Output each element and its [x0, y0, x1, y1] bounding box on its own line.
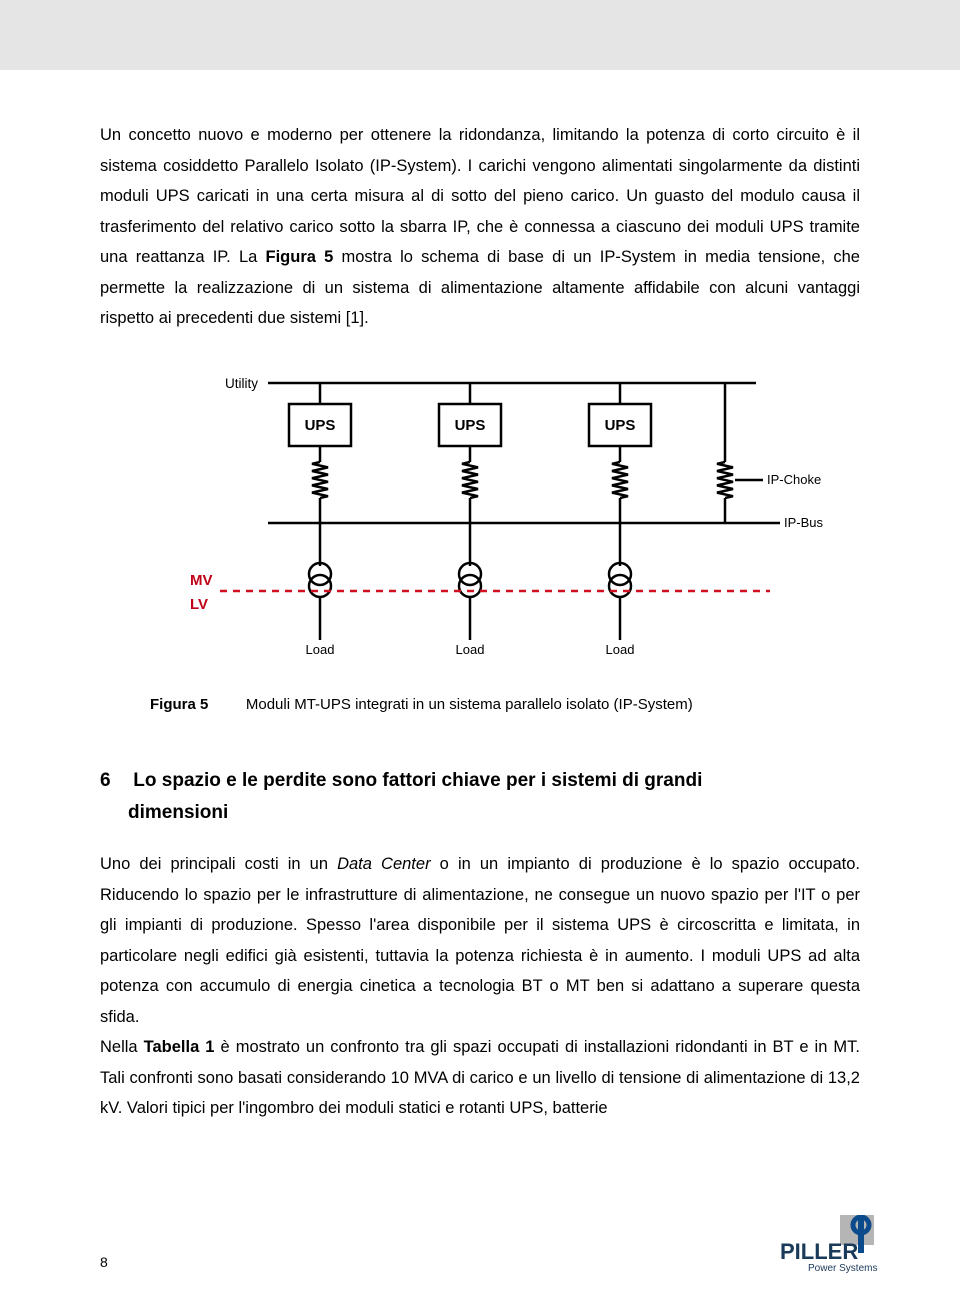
svg-text:Load: Load	[456, 642, 485, 657]
svg-text:MV: MV	[190, 572, 213, 589]
svg-text:Utility: Utility	[225, 376, 258, 391]
svg-text:UPS: UPS	[455, 417, 486, 434]
svg-text:Load: Load	[306, 642, 335, 657]
paragraph-2-b: o in un impianto di produzione è lo spaz…	[100, 855, 860, 1026]
svg-text:UPS: UPS	[605, 417, 636, 434]
figure-5-caption: Figura 5 Moduli MT-UPS integrati in un s…	[150, 696, 860, 713]
svg-text:LV: LV	[190, 596, 208, 613]
section-6-number: 6	[100, 765, 128, 797]
figure-5: Utility UPS UPS UPS IP-Choke IP-Bus Load Load Lo…	[150, 358, 860, 713]
svg-text:UPS: UPS	[305, 417, 336, 434]
svg-text:IP-Bus: IP-Bus	[784, 515, 824, 530]
svg-text:Load: Load	[606, 642, 635, 657]
paragraph-3: Nella Tabella 1 è mostrato un confronto …	[100, 1032, 860, 1124]
paragraph-1-figref: Figura 5	[266, 248, 334, 266]
paragraph-1: Un concetto nuovo e moderno per ottenere…	[100, 120, 860, 334]
svg-text:IP-Choke: IP-Choke	[767, 472, 821, 487]
paragraph-3-b: è mostrato un confronto tra gli spazi oc…	[100, 1038, 860, 1117]
paragraph-3-b1: Tabella 1	[144, 1038, 215, 1056]
paragraph-2-em: Data Center	[337, 855, 430, 873]
svg-text:PILLER: PILLER	[780, 1239, 858, 1264]
paragraph-3-a: Nella	[100, 1038, 144, 1056]
page-number: 8	[100, 1254, 108, 1270]
figure-5-diagram: Utility UPS UPS UPS IP-Choke IP-Bus Load Load Lo…	[150, 358, 850, 678]
section-6-title-1: Lo spazio e le perdite sono fattori chia…	[133, 770, 702, 791]
figure-5-caption-text: Moduli MT-UPS integrati in un sistema pa…	[246, 696, 693, 713]
paragraph-2-a: Uno dei principali costi in un	[100, 855, 337, 873]
svg-text:Power Systems: Power Systems	[808, 1263, 877, 1273]
piller-logo: PILLERPower Systems	[780, 1215, 890, 1278]
paragraph-1-a: Un concetto nuovo e moderno per ottenere…	[100, 126, 860, 266]
figure-5-caption-number: Figura 5	[150, 696, 208, 713]
section-6-heading: 6 Lo spazio e le perdite sono fattori ch…	[100, 765, 860, 830]
section-6-title-2: dimensioni	[100, 797, 860, 829]
paragraph-2: Uno dei principali costi in un Data Cent…	[100, 849, 860, 1032]
